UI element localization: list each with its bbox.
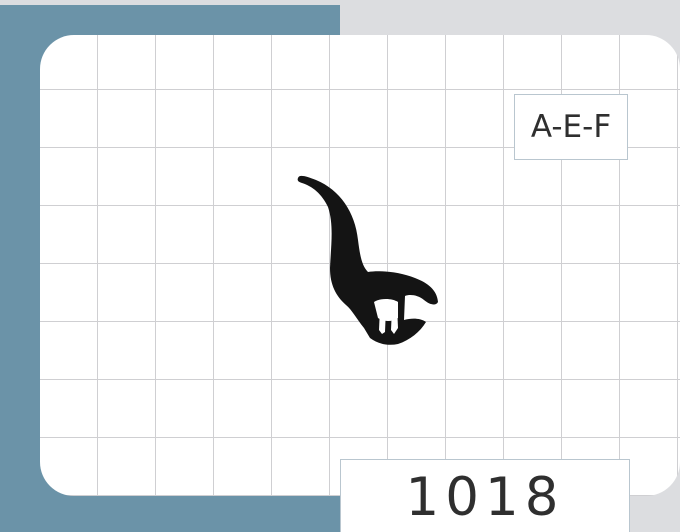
seal-profile-shape (297, 175, 438, 345)
profile-code-label: A-E-F (514, 94, 628, 160)
seal-right-gap (391, 306, 398, 334)
profile-number: 1018 (340, 459, 630, 532)
seal-profile-icon (297, 175, 438, 345)
seal-left-gap (379, 308, 386, 334)
